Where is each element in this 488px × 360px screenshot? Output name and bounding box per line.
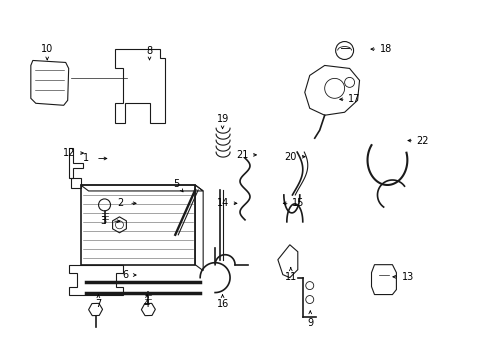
Text: 2: 2	[117, 198, 123, 208]
Text: 6: 6	[122, 270, 128, 280]
Text: 7: 7	[95, 299, 102, 309]
Text: 18: 18	[379, 44, 391, 54]
Text: 15: 15	[291, 198, 304, 208]
Text: 3: 3	[100, 216, 106, 226]
Text: 21: 21	[235, 150, 248, 160]
Text: 11: 11	[284, 272, 296, 282]
Text: 14: 14	[216, 198, 228, 208]
Text: 19: 19	[216, 114, 228, 124]
Text: 17: 17	[347, 94, 360, 104]
Text: 12: 12	[63, 148, 75, 158]
Text: 20: 20	[284, 152, 296, 162]
Text: 5: 5	[173, 179, 179, 189]
Text: 22: 22	[415, 136, 427, 145]
Text: 1: 1	[83, 153, 89, 163]
Text: 8: 8	[146, 46, 152, 56]
Text: 4: 4	[144, 299, 150, 309]
Text: 10: 10	[41, 44, 53, 54]
Text: 16: 16	[216, 299, 228, 309]
Text: 9: 9	[306, 319, 313, 328]
Text: 13: 13	[401, 272, 413, 282]
